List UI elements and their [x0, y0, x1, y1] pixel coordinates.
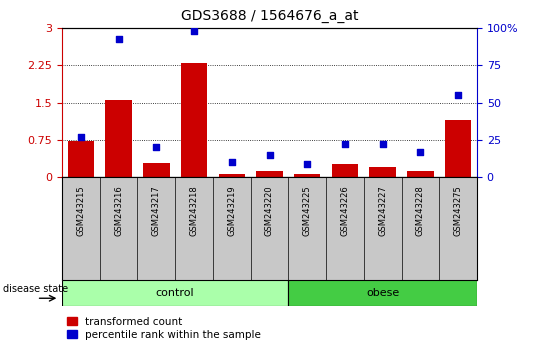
Bar	[181, 63, 207, 177]
Text: GSM243226: GSM243226	[341, 185, 349, 236]
Text: GSM243218: GSM243218	[190, 185, 198, 236]
Bar	[294, 173, 320, 177]
Point	[416, 149, 425, 155]
Text: GSM243228: GSM243228	[416, 185, 425, 236]
Text: GSM243217: GSM243217	[152, 185, 161, 236]
Bar	[445, 120, 471, 177]
Point	[303, 161, 312, 166]
Text: GSM243219: GSM243219	[227, 185, 236, 236]
Text: GSM243275: GSM243275	[454, 185, 462, 236]
Legend: transformed count, percentile rank within the sample: transformed count, percentile rank withi…	[67, 317, 261, 340]
Text: GSM243215: GSM243215	[77, 185, 85, 236]
Bar	[143, 163, 169, 177]
Point	[454, 92, 462, 98]
Bar	[106, 100, 132, 177]
Point	[77, 134, 85, 140]
Text: disease state: disease state	[3, 284, 68, 294]
Point	[265, 152, 274, 158]
Point	[378, 142, 387, 147]
Point	[341, 142, 349, 147]
Point	[227, 159, 236, 165]
Bar	[370, 167, 396, 177]
Bar	[62, 280, 288, 306]
Text: control: control	[156, 288, 195, 298]
Point	[114, 36, 123, 41]
Point	[190, 28, 198, 34]
Bar	[407, 171, 433, 177]
Text: GSM243225: GSM243225	[303, 185, 312, 236]
Point	[152, 144, 161, 150]
Text: GDS3688 / 1564676_a_at: GDS3688 / 1564676_a_at	[181, 9, 358, 23]
Text: obese: obese	[366, 288, 399, 298]
Text: GSM243227: GSM243227	[378, 185, 387, 236]
Bar	[68, 141, 94, 177]
Text: GSM243216: GSM243216	[114, 185, 123, 236]
Bar	[257, 171, 282, 177]
Bar	[288, 280, 477, 306]
Bar	[332, 164, 358, 177]
Bar	[219, 173, 245, 177]
Text: GSM243220: GSM243220	[265, 185, 274, 236]
